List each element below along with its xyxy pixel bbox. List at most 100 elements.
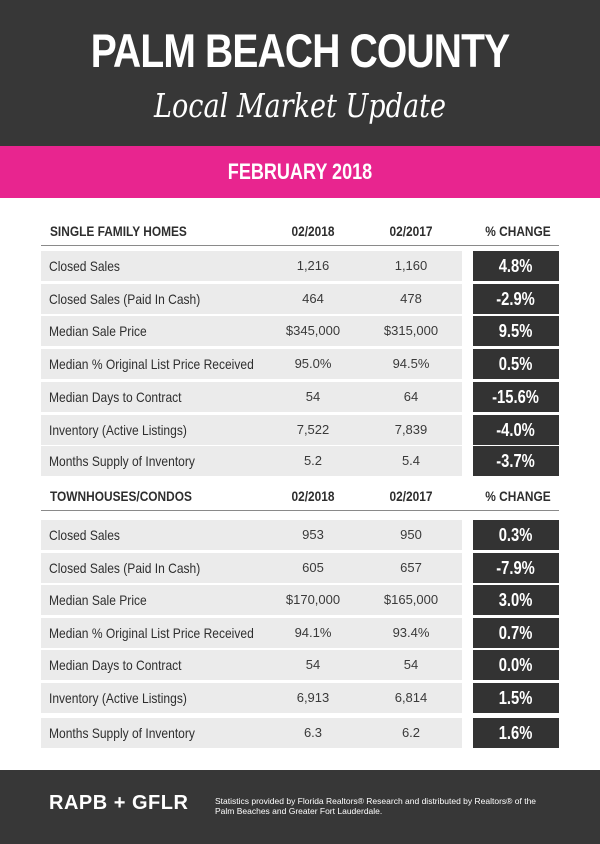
percent-change-value: -4.0% xyxy=(496,420,536,440)
percent-change: 0.5% xyxy=(473,349,559,379)
percent-change: -2.9% xyxy=(473,284,559,314)
value-2017: 5.4 xyxy=(401,453,421,468)
table-row: Inventory (Active Listings) 6,913 6,814 1.5… xyxy=(41,683,559,713)
row-label: Median Sale Price xyxy=(49,323,147,339)
row-label: Closed Sales (Paid In Cash) xyxy=(49,560,201,576)
row-background xyxy=(41,415,462,445)
table-row: Closed Sales 1,216 1,160 4.8% xyxy=(41,251,559,281)
value-2018: 1,216 xyxy=(296,258,330,273)
percent-change-value: 1.6% xyxy=(499,723,533,743)
percent-change: -4.0% xyxy=(473,415,559,445)
percent-change: 0.3% xyxy=(473,520,559,550)
value-2018: 464 xyxy=(302,291,324,306)
row-background xyxy=(41,683,462,713)
value-2018: 953 xyxy=(302,527,324,542)
col-header-change: % CHANGE xyxy=(485,488,551,504)
table-row: Inventory (Active Listings) 7,522 7,839 -4.… xyxy=(41,415,559,445)
row-background xyxy=(41,585,462,615)
value-2018: 7,522 xyxy=(296,422,330,437)
single-family-header: SINGLE FAMILY HOMES 02/2018 02/2017 % CH… xyxy=(41,216,559,246)
value-2018: 6,913 xyxy=(296,690,330,705)
row-background xyxy=(41,553,462,583)
value-2017: 6.2 xyxy=(401,725,421,740)
townhouses-heading: TOWNHOUSES/CONDOS xyxy=(50,488,192,504)
row-label: Median % Original List Price Received xyxy=(49,356,254,372)
row-background xyxy=(41,349,462,379)
table-row: Closed Sales (Paid In Cash) 605 657 -7.9% xyxy=(41,553,559,583)
col-header-2017: 02/2017 xyxy=(389,223,433,239)
value-2018: $345,000 xyxy=(285,323,341,338)
value-2017: 657 xyxy=(400,560,422,575)
percent-change: 3.0% xyxy=(473,585,559,615)
percent-change: 1.5% xyxy=(473,683,559,713)
percent-change-value: -3.7% xyxy=(496,451,536,471)
col-header-2018: 02/2018 xyxy=(291,488,335,504)
table-row: Median % Original List Price Received 95.… xyxy=(41,349,559,379)
percent-change-value: 4.8% xyxy=(499,256,533,276)
value-2018: 54 xyxy=(305,389,321,404)
table-row: Closed Sales (Paid In Cash) 464 478 -2.9% xyxy=(41,284,559,314)
value-2017: 64 xyxy=(403,389,419,404)
percent-change: 9.5% xyxy=(473,316,559,346)
row-background xyxy=(41,382,462,412)
value-2017: 7,839 xyxy=(394,422,428,437)
month-banner: FEBRUARY 2018 xyxy=(0,146,600,198)
row-background xyxy=(41,284,462,314)
row-background xyxy=(41,520,462,550)
row-label: Closed Sales xyxy=(49,527,120,543)
percent-change: 1.6% xyxy=(473,718,559,748)
table-row: Closed Sales 953 950 0.3% xyxy=(41,520,559,550)
row-background xyxy=(41,251,462,281)
value-2018: 54 xyxy=(305,657,321,672)
percent-change: 0.7% xyxy=(473,618,559,648)
value-2017: $165,000 xyxy=(383,592,439,607)
percent-change-value: 0.0% xyxy=(499,655,533,675)
percent-change: -15.6% xyxy=(473,382,559,412)
value-2017: 950 xyxy=(400,527,422,542)
row-label: Median Days to Contract xyxy=(49,389,182,405)
row-label: Inventory (Active Listings) xyxy=(49,690,187,706)
value-2017: $315,000 xyxy=(383,323,439,338)
percent-change: -3.7% xyxy=(473,446,559,476)
percent-change-value: -7.9% xyxy=(496,558,536,578)
value-2017: 1,160 xyxy=(394,258,428,273)
percent-change: -7.9% xyxy=(473,553,559,583)
table-row: Median Sale Price $345,000 $315,000 9.5% xyxy=(41,316,559,346)
table-row: Months Supply of Inventory 6.3 6.2 1.6% xyxy=(41,718,559,748)
row-label: Closed Sales (Paid In Cash) xyxy=(49,291,201,307)
row-background xyxy=(41,618,462,648)
value-2017: 54 xyxy=(403,657,419,672)
page-title: PALM BEACH COUNTY xyxy=(90,24,510,77)
table-row: Median Days to Contract 54 64 -15.6% xyxy=(41,382,559,412)
value-2018: 6.3 xyxy=(303,725,323,740)
value-2018: $170,000 xyxy=(285,592,341,607)
row-label: Months Supply of Inventory xyxy=(49,453,195,469)
value-2017: 6,814 xyxy=(394,690,428,705)
value-2018: 94.1% xyxy=(294,625,332,640)
brand-logo: RAPB + GFLR xyxy=(49,792,189,814)
percent-change-value: 0.3% xyxy=(499,525,533,545)
row-label: Median % Original List Price Received xyxy=(49,625,254,641)
percent-change-value: 9.5% xyxy=(499,321,533,341)
value-2017: 478 xyxy=(400,291,422,306)
percent-change: 0.0% xyxy=(473,650,559,680)
page-subtitle: Local Market Update xyxy=(154,86,446,125)
table-row: Median Days to Contract 54 54 0.0% xyxy=(41,650,559,680)
percent-change-value: 0.5% xyxy=(499,354,533,374)
value-2018: 5.2 xyxy=(303,453,323,468)
percent-change-value: 0.7% xyxy=(499,623,533,643)
table-row: Months Supply of Inventory 5.2 5.4 -3.7% xyxy=(41,446,559,476)
col-header-change: % CHANGE xyxy=(485,223,551,239)
value-2017: 94.5% xyxy=(392,356,430,371)
value-2017: 93.4% xyxy=(392,625,430,640)
percent-change-value: -15.6% xyxy=(492,387,540,407)
row-label: Median Days to Contract xyxy=(49,657,182,673)
townhouses-header: TOWNHOUSES/CONDOS 02/2018 02/2017 % CHAN… xyxy=(41,481,559,511)
row-background xyxy=(41,718,462,748)
footnote: Statistics provided by Florida Realtors®… xyxy=(215,796,537,816)
row-background xyxy=(41,650,462,680)
table-row: Median % Original List Price Received 94.… xyxy=(41,618,559,648)
month-label: FEBRUARY 2018 xyxy=(227,159,373,184)
percent-change: 4.8% xyxy=(473,251,559,281)
percent-change-value: -2.9% xyxy=(496,289,536,309)
